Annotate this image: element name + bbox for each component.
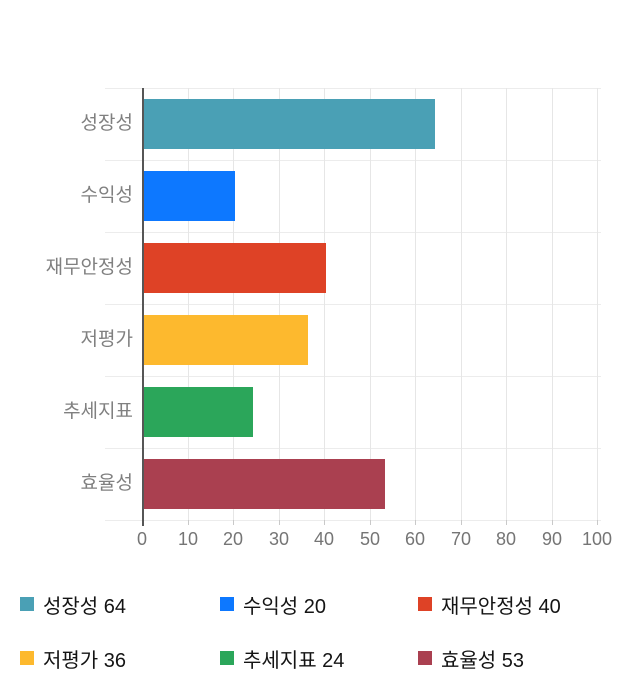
category-label: 재무안정성 [45,257,133,278]
vertical-gridline [188,88,189,520]
legend-label: 저평가 36 [43,649,127,672]
y-axis-line [142,88,144,526]
horizontal-gridline [105,88,601,89]
axis-tick [415,520,416,525]
horizontal-gridline [105,520,601,521]
vertical-gridline [415,88,416,520]
vertical-gridline [370,88,371,520]
x-axis-tick-label: 50 [359,529,381,549]
x-axis-tick-label: 100 [581,529,613,549]
x-axis-tick-label: 90 [541,529,563,549]
axis-tick [597,520,598,525]
axis-tick [279,520,280,525]
legend-label: 성장성 64 [43,595,127,618]
x-axis-tick-label: 60 [404,529,426,549]
vertical-gridline [597,88,598,520]
legend-marker [418,597,432,611]
vertical-gridline [279,88,280,520]
x-axis-tick-label: 20 [222,529,244,549]
horizontal-gridline [105,376,601,377]
legend-marker [418,651,432,665]
axis-tick [233,520,234,525]
axis-tick [188,520,189,525]
category-label: 추세지표 [63,401,133,422]
legend-label: 재무안정성 40 [441,595,561,618]
horizontal-gridline [105,304,601,305]
legend-marker [220,651,234,665]
horizontal-gridline [105,160,601,161]
x-axis-tick-label: 0 [136,529,147,549]
legend-item[interactable]: 추세지표 24 [220,646,345,672]
legend-item[interactable]: 수익성 20 [220,592,327,618]
axis-tick [370,520,371,525]
legend-marker [20,651,34,665]
axis-tick [461,520,462,525]
x-axis-tick-label: 30 [268,529,290,549]
bar[interactable] [144,243,326,293]
vertical-gridline [233,88,234,520]
axis-tick [324,520,325,525]
category-label: 성장성 [80,113,133,134]
legend-label: 추세지표 24 [243,649,345,672]
category-label: 저평가 [80,329,133,350]
bar[interactable] [144,171,235,221]
axis-tick [506,520,507,525]
vertical-gridline [552,88,553,520]
x-axis-tick-label: 80 [495,529,517,549]
vertical-gridline [461,88,462,520]
vertical-gridline [324,88,325,520]
bar[interactable] [144,315,308,365]
legend-item[interactable]: 저평가 36 [20,646,127,672]
legend-marker [20,597,34,611]
legend-marker [220,597,234,611]
category-label: 수익성 [80,185,133,206]
horizontal-gridline [105,448,601,449]
bar[interactable] [144,459,385,509]
x-axis-tick-label: 70 [450,529,472,549]
legend-item[interactable]: 재무안정성 40 [418,592,561,618]
legend-label: 효율성 53 [441,649,525,672]
bar[interactable] [144,99,435,149]
bar[interactable] [144,387,253,437]
horizontal-gridline [105,232,601,233]
vertical-gridline [506,88,507,520]
legend-item[interactable]: 성장성 64 [20,592,127,618]
axis-tick [552,520,553,525]
x-axis-tick-label: 10 [177,529,199,549]
category-label: 효율성 [80,473,133,494]
legend-label: 수익성 20 [243,595,327,618]
legend-item[interactable]: 효율성 53 [418,646,525,672]
x-axis-tick-label: 40 [313,529,335,549]
